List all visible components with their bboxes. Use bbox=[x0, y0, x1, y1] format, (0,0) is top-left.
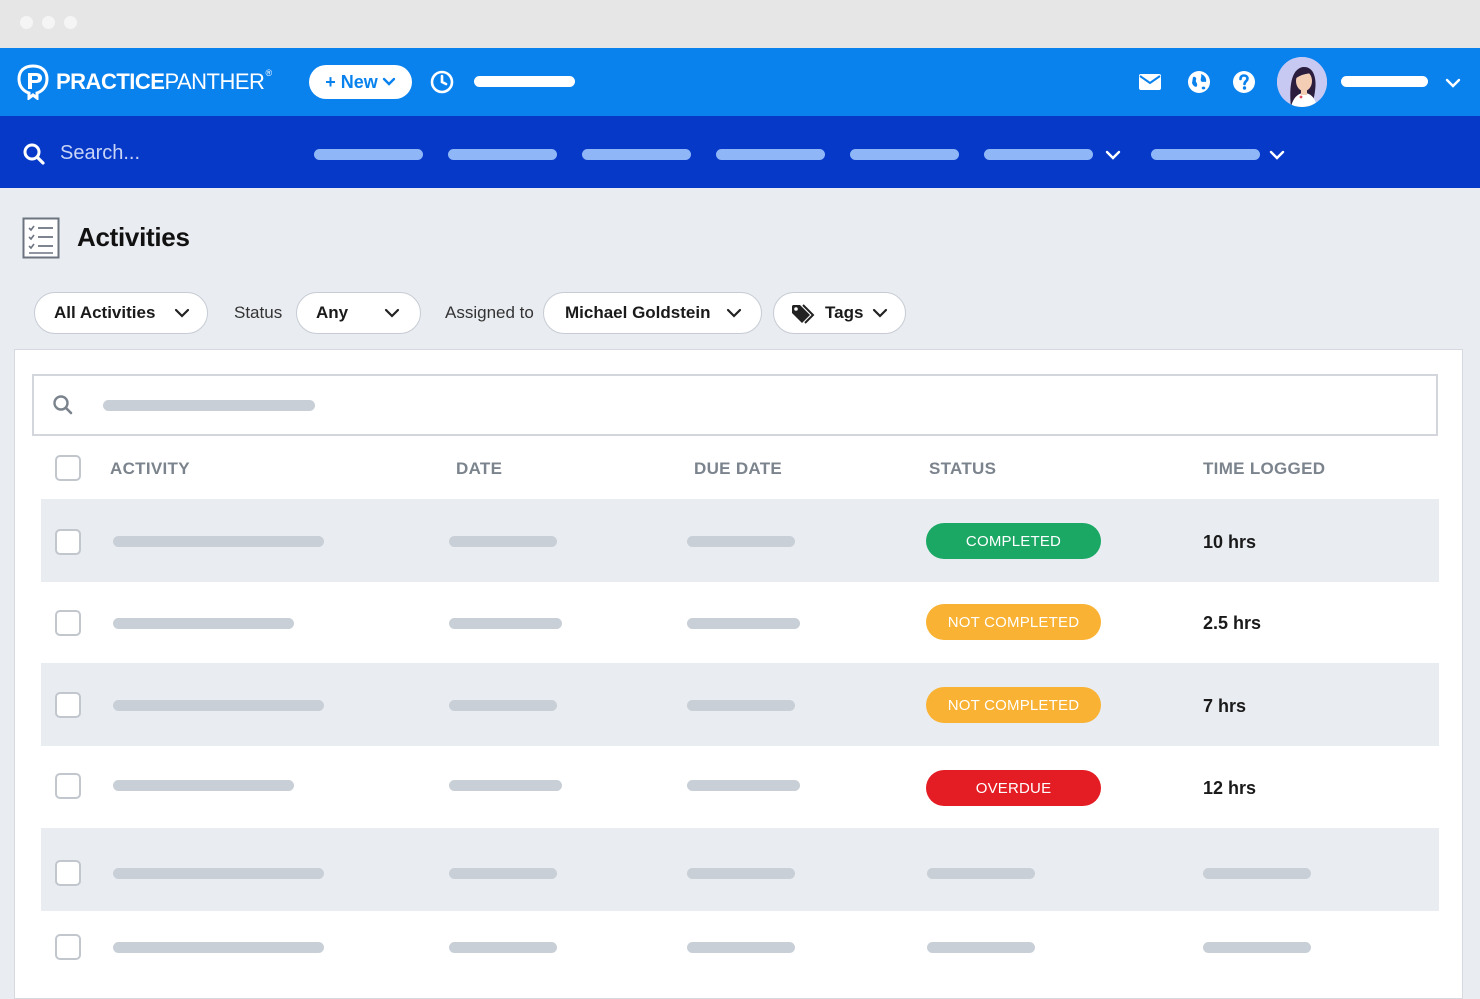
nav-item-dropdown[interactable] bbox=[984, 149, 1093, 160]
status-badge: COMPLETED bbox=[926, 523, 1101, 559]
tags-filter-label: Tags bbox=[825, 303, 864, 322]
column-header-due-date[interactable]: DUE DATE bbox=[694, 459, 783, 478]
status-badge: OVERDUE bbox=[926, 770, 1101, 806]
date-placeholder bbox=[449, 868, 557, 879]
time-logged: 12 hrs bbox=[1203, 778, 1257, 798]
help-icon[interactable] bbox=[1231, 69, 1257, 95]
activity-placeholder bbox=[113, 868, 324, 879]
window-dot-minimize[interactable] bbox=[42, 16, 55, 29]
browser-chrome bbox=[0, 0, 1480, 48]
activity-placeholder bbox=[113, 618, 294, 629]
new-button[interactable]: + New bbox=[309, 65, 412, 99]
column-header-status[interactable]: STATUS bbox=[929, 459, 997, 478]
nav-item[interactable] bbox=[582, 149, 691, 160]
activity-placeholder bbox=[113, 780, 294, 791]
chevron-down-icon bbox=[384, 308, 400, 318]
nav-item[interactable] bbox=[850, 149, 959, 160]
search-icon bbox=[23, 143, 45, 165]
column-header-time-logged[interactable]: TIME LOGGED bbox=[1203, 459, 1326, 478]
row-checkbox[interactable] bbox=[55, 610, 81, 636]
chevron-down-icon bbox=[872, 308, 888, 318]
status-badge: NOT COMPLETED bbox=[926, 604, 1101, 640]
panther-logo-icon bbox=[17, 64, 49, 100]
row-checkbox[interactable] bbox=[55, 934, 81, 960]
date-placeholder bbox=[449, 536, 557, 547]
chevron-down-icon bbox=[726, 308, 742, 318]
row-checkbox[interactable] bbox=[55, 692, 81, 718]
mail-icon[interactable] bbox=[1137, 69, 1163, 95]
brand-name: PRACTICEPANTHER bbox=[56, 69, 265, 94]
status-placeholder bbox=[927, 868, 1035, 879]
assigned-filter-label: Assigned to bbox=[445, 303, 534, 322]
nav-item-dropdown[interactable] bbox=[1151, 149, 1260, 160]
date-placeholder bbox=[449, 942, 557, 953]
chevron-down-icon[interactable] bbox=[1105, 148, 1121, 162]
status-placeholder bbox=[927, 942, 1035, 953]
select-all-checkbox[interactable] bbox=[55, 455, 81, 481]
column-header-date[interactable]: DATE bbox=[456, 459, 503, 478]
top-bar: PRACTICEPANTHER ® + New bbox=[0, 48, 1480, 116]
chevron-down-icon[interactable] bbox=[1269, 148, 1285, 162]
chevron-down-icon bbox=[382, 77, 395, 86]
tags-filter[interactable]: Tags bbox=[773, 292, 906, 334]
brand-registered-mark: ® bbox=[265, 68, 273, 78]
status-filter[interactable]: Any bbox=[296, 292, 421, 334]
recent-timer-placeholder bbox=[474, 76, 575, 87]
row-checkbox[interactable] bbox=[55, 773, 81, 799]
time-logged-placeholder bbox=[1203, 868, 1311, 879]
nav-item[interactable] bbox=[716, 149, 825, 160]
row-checkbox[interactable] bbox=[55, 860, 81, 886]
avatar-illustration-icon bbox=[1277, 57, 1327, 107]
date-placeholder bbox=[449, 618, 562, 629]
time-logged: 2.5 hrs bbox=[1203, 613, 1262, 633]
due-date-placeholder bbox=[687, 618, 800, 629]
due-date-placeholder bbox=[687, 780, 800, 791]
window-dot-maximize[interactable] bbox=[64, 16, 77, 29]
table-search-placeholder bbox=[103, 400, 315, 411]
due-date-placeholder bbox=[687, 868, 795, 879]
status-filter-value: Any bbox=[316, 303, 349, 322]
window-dot-close[interactable] bbox=[20, 16, 33, 29]
status-badge: NOT COMPLETED bbox=[926, 687, 1101, 723]
time-logged: 7 hrs bbox=[1203, 696, 1247, 716]
activity-type-filter[interactable]: All Activities bbox=[34, 292, 208, 334]
status-filter-label: Status bbox=[234, 303, 283, 322]
global-search-input[interactable] bbox=[60, 142, 280, 165]
search-icon bbox=[53, 395, 73, 415]
table-search-input[interactable] bbox=[32, 374, 1438, 436]
assigned-to-filter[interactable]: Michael Goldstein bbox=[543, 292, 762, 334]
user-avatar[interactable] bbox=[1277, 57, 1327, 107]
due-date-placeholder bbox=[687, 700, 795, 711]
tag-icon bbox=[792, 304, 815, 324]
list-icon bbox=[22, 217, 60, 259]
due-date-placeholder bbox=[687, 536, 795, 547]
activity-placeholder bbox=[113, 700, 324, 711]
globe-icon[interactable] bbox=[1186, 69, 1212, 95]
new-button-label: + New bbox=[325, 71, 378, 92]
clock-icon[interactable] bbox=[430, 70, 454, 94]
activity-placeholder bbox=[113, 536, 324, 547]
nav-item[interactable] bbox=[314, 149, 423, 160]
assigned-to-value: Michael Goldstein bbox=[565, 303, 711, 322]
user-name-placeholder bbox=[1341, 76, 1428, 87]
activity-placeholder bbox=[113, 942, 324, 953]
row-checkbox[interactable] bbox=[55, 529, 81, 555]
column-header-activity[interactable]: ACTIVITY bbox=[110, 459, 190, 478]
due-date-placeholder bbox=[687, 942, 795, 953]
date-placeholder bbox=[449, 780, 562, 791]
page-title: Activities bbox=[77, 222, 190, 252]
date-placeholder bbox=[449, 700, 557, 711]
brand-logo[interactable]: PRACTICEPANTHER ® bbox=[16, 64, 272, 100]
activity-type-value: All Activities bbox=[54, 303, 156, 322]
chevron-down-icon bbox=[174, 308, 190, 318]
nav-item[interactable] bbox=[448, 149, 557, 160]
time-logged-placeholder bbox=[1203, 942, 1311, 953]
time-logged: 10 hrs bbox=[1203, 532, 1257, 552]
chevron-down-icon[interactable] bbox=[1445, 77, 1461, 89]
